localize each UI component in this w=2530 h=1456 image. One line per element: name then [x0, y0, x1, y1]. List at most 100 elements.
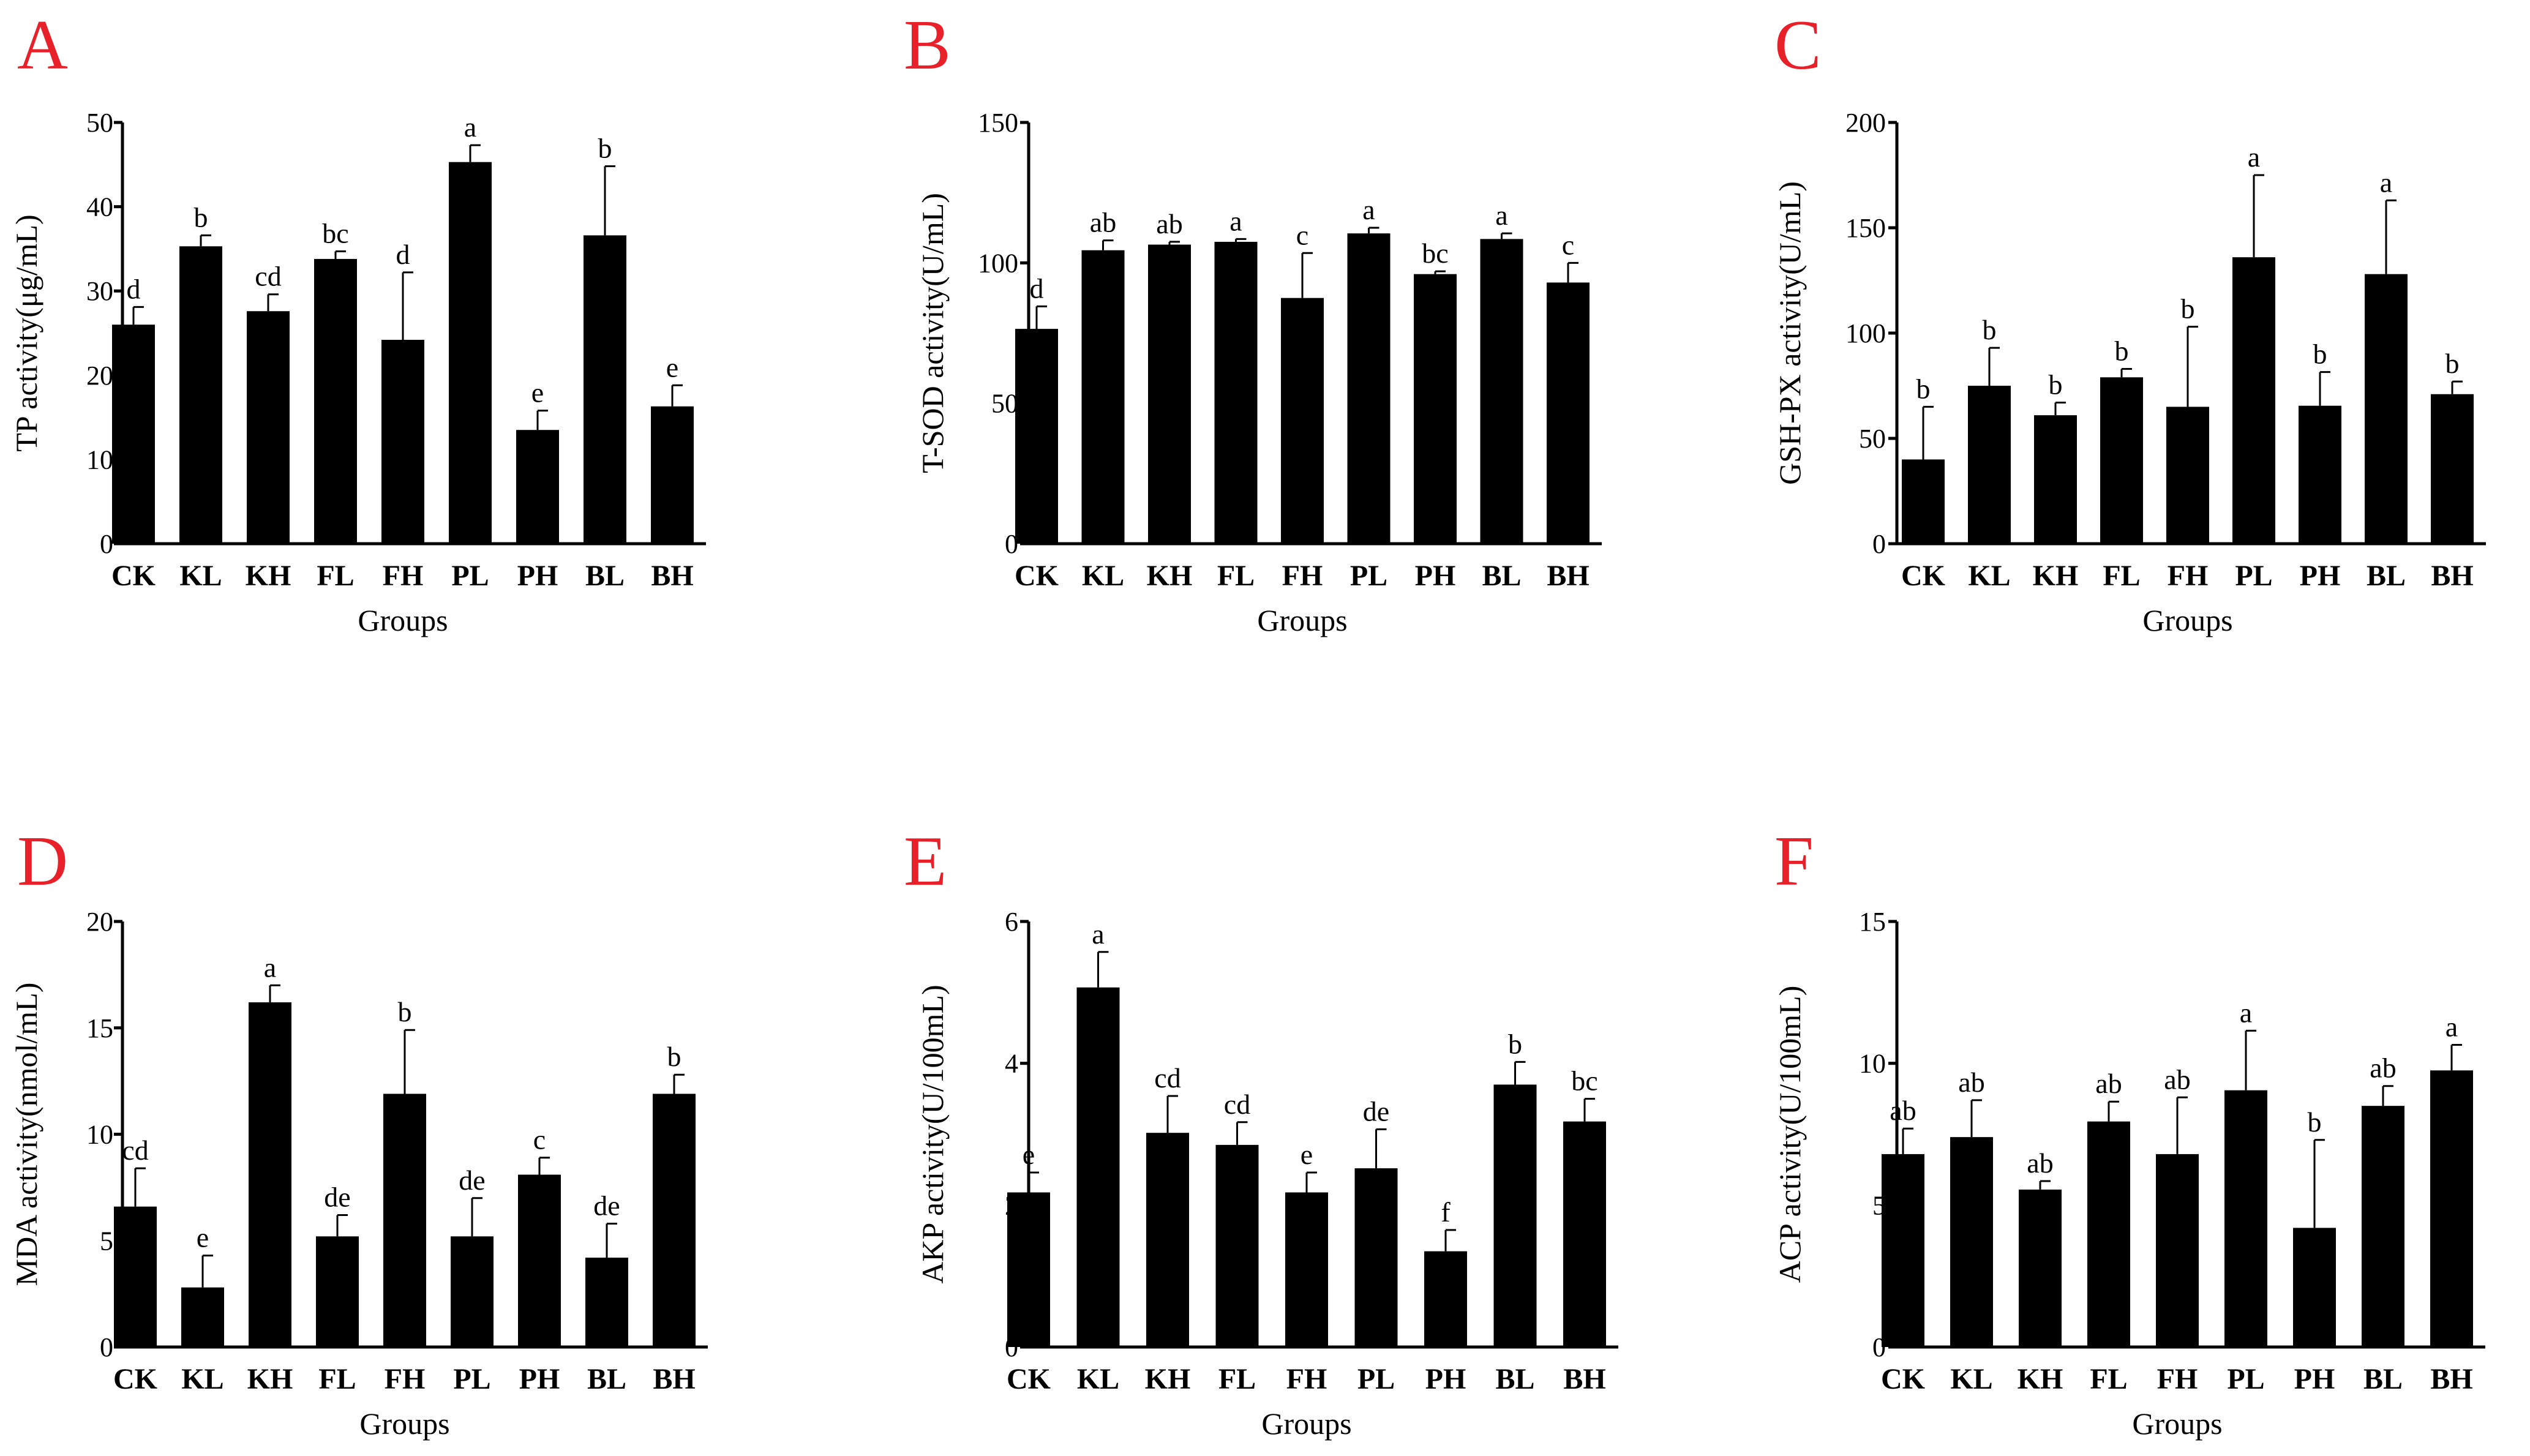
y-tick-label: 0: [1005, 529, 1018, 559]
bar-kh: [1148, 244, 1191, 544]
bar-bl: [1480, 239, 1523, 544]
x-tick-label-bh: BH: [2431, 560, 2473, 592]
y-axis-title: ACP activity(U/100mL): [1773, 986, 1807, 1283]
significance-label-ph: e: [531, 377, 544, 408]
y-tick-label: 10: [86, 445, 113, 475]
significance-label-fh: e: [1301, 1139, 1313, 1170]
x-tick-label-pl: PL: [1350, 560, 1387, 592]
x-tick-label-kl: KL: [1082, 560, 1124, 592]
bar-fl: [1214, 241, 1258, 544]
x-tick-label-kh: KH: [247, 1363, 293, 1395]
significance-label-pl: de: [459, 1165, 485, 1196]
y-tick-label: 50: [991, 389, 1018, 419]
bar-bh: [1563, 1121, 1606, 1347]
y-tick-label: 30: [86, 276, 113, 306]
bar-fh: [381, 340, 424, 544]
x-tick-label-fl: FL: [317, 560, 354, 592]
bar-bl: [1493, 1084, 1537, 1347]
bar-ck: [1902, 459, 1945, 544]
x-tick-label-kh: KH: [1147, 560, 1193, 592]
significance-label-pl: de: [1363, 1095, 1389, 1127]
bar-bh: [2430, 1070, 2473, 1347]
significance-label-fl: ab: [2095, 1068, 2122, 1099]
x-tick-label-bl: BL: [587, 1363, 626, 1395]
bar-pl: [1354, 1168, 1398, 1347]
y-tick-label: 150: [1845, 213, 1886, 243]
significance-label-ph: b: [2313, 339, 2327, 370]
panel-letter: C: [1774, 6, 1822, 84]
significance-label-fh: b: [398, 996, 412, 1027]
bar-kl: [1950, 1137, 1993, 1347]
x-tick-label-kl: KL: [1077, 1363, 1119, 1395]
y-tick-label: 150: [978, 108, 1018, 138]
x-axis-title: Groups: [358, 603, 448, 637]
y-axis-title: MDA activity(nmol/mL): [9, 983, 43, 1286]
x-axis-title: Groups: [2132, 1406, 2222, 1441]
x-axis-title: Groups: [2142, 603, 2232, 637]
bar-bl: [585, 1258, 628, 1347]
bar-kh: [2019, 1189, 2062, 1347]
significance-label-ck: ab: [1890, 1095, 1916, 1126]
x-tick-label-fl: FL: [1217, 560, 1255, 592]
significance-label-ck: d: [1030, 272, 1044, 304]
x-tick-label-fl: FL: [2090, 1363, 2127, 1395]
x-tick-label-pl: PL: [1357, 1363, 1395, 1395]
bar-kl: [1968, 386, 2011, 544]
x-tick-label-ck: CK: [1901, 560, 1945, 592]
x-tick-label-bl: BL: [1482, 560, 1521, 592]
significance-label-bl: ab: [2370, 1053, 2396, 1084]
bar-pl: [2232, 257, 2275, 544]
bar-fh: [1285, 1192, 1328, 1347]
significance-label-pl: a: [464, 111, 476, 143]
x-tick-label-bl: BL: [1495, 1363, 1534, 1395]
bar-fl: [316, 1236, 359, 1347]
significance-label-bl: a: [2380, 167, 2392, 198]
y-tick-label: 20: [86, 907, 113, 937]
x-tick-label-bh: BH: [2430, 1363, 2472, 1395]
bar-ph: [2299, 405, 2341, 544]
significance-label-kl: a: [1092, 918, 1104, 950]
x-tick-label-ph: PH: [2300, 560, 2341, 592]
x-tick-label-ck: CK: [1015, 560, 1059, 592]
y-tick-label: 40: [86, 192, 113, 222]
bar-kl: [1081, 250, 1125, 544]
bar-pl: [451, 1236, 494, 1347]
significance-label-kh: cd: [1154, 1062, 1181, 1094]
x-tick-label-fh: FH: [383, 560, 424, 592]
x-tick-label-bh: BH: [651, 560, 693, 592]
x-tick-label-kh: KH: [246, 560, 291, 592]
chart-panel-b: B 0 50 100 150 T-SOD activity(U/mL) d CK ab KL ab K…: [904, 6, 1602, 637]
bar-bh: [651, 406, 694, 544]
significance-label-pl: a: [2248, 141, 2260, 173]
significance-label-kh: b: [2049, 369, 2063, 400]
significance-label-fh: d: [396, 239, 410, 270]
chart-panel-c: C 0 50 100 150 200 GSH-PX activity(U/mL) b CK b KL…: [1773, 6, 2486, 637]
y-tick-label: 100: [978, 248, 1018, 278]
x-tick-label-kh: KH: [1145, 1363, 1191, 1395]
x-axis-title: Groups: [359, 1406, 449, 1441]
panel-letter: D: [17, 822, 68, 900]
bar-kh: [249, 1002, 291, 1347]
significance-label-bh: c: [1562, 229, 1574, 260]
significance-label-bh: b: [2446, 348, 2460, 379]
bar-kh: [2034, 415, 2077, 544]
bar-fh: [1281, 298, 1324, 544]
significance-label-fl: b: [2115, 335, 2129, 366]
bar-pl: [449, 162, 492, 544]
y-tick-label: 10: [1859, 1049, 1886, 1079]
significance-label-ck: d: [127, 273, 141, 304]
x-tick-label-ph: PH: [1425, 1363, 1466, 1395]
bar-pl: [1347, 233, 1391, 544]
y-axis-title: AKP activity(U/100mL): [915, 985, 950, 1283]
y-tick-label: 20: [86, 361, 113, 391]
x-tick-label-kl: KL: [179, 560, 222, 592]
y-tick-label: 0: [100, 529, 113, 559]
bar-kh: [1146, 1133, 1189, 1347]
x-tick-label-pl: PL: [2227, 1363, 2264, 1395]
y-axis-title: T-SOD activity(U/mL): [915, 193, 950, 473]
x-axis-title: Groups: [1257, 603, 1347, 637]
significance-label-ph: bc: [1422, 238, 1448, 269]
y-tick-label: 200: [1845, 108, 1886, 138]
bar-ck: [1015, 329, 1058, 544]
x-tick-label-bh: BH: [1563, 1363, 1605, 1395]
